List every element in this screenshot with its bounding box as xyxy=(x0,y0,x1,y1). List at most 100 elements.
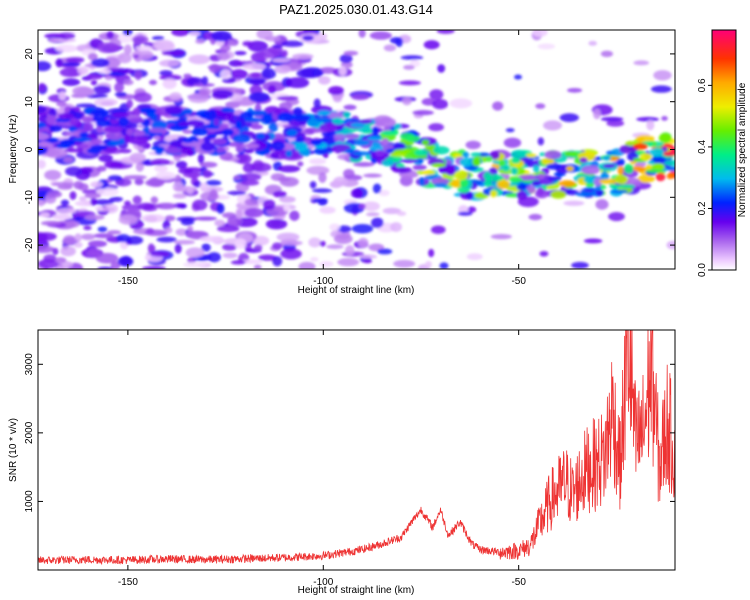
spectrogram-cell xyxy=(207,252,222,263)
spectrogram-ridge-cell xyxy=(421,169,436,176)
spectrogram-cell xyxy=(201,243,211,252)
spectrogram-ridge-cell xyxy=(541,157,555,166)
spectrogram-cell xyxy=(285,77,310,89)
spectrogram-ridge-cell xyxy=(38,127,50,135)
y-tick-label: 3000 xyxy=(24,353,35,376)
spectrogram-ridge-cell xyxy=(610,189,628,194)
spectrogram-cell xyxy=(636,116,660,122)
spectrogram-ridge-cell xyxy=(128,135,149,145)
spectrogram-cell xyxy=(372,183,382,194)
spectrogram-cell xyxy=(393,259,416,268)
spectrogram-cell xyxy=(583,238,603,244)
spectrogram-cell xyxy=(227,190,247,196)
spectrogram-ridge-cell xyxy=(342,111,351,119)
x-tick-label: -50 xyxy=(511,276,526,287)
spectrogram-cell xyxy=(353,162,375,167)
spectrogram-ridge-cell xyxy=(208,124,220,129)
spectrogram-ridge-cell xyxy=(83,122,94,132)
spectrogram-ridge-cell xyxy=(118,116,129,127)
spectrogram-cell xyxy=(402,97,412,106)
spectrogram-ridge-cell xyxy=(599,178,619,184)
spectrogram-cell xyxy=(505,128,515,133)
spectrogram-ridge-cell xyxy=(462,151,470,158)
spectrogram-cell xyxy=(58,91,67,101)
spectrogram-ridge-cell xyxy=(38,132,49,141)
spectrogram-cell xyxy=(595,199,609,210)
spectrogram-cell xyxy=(428,248,435,258)
spectrogram-cell xyxy=(383,44,397,52)
spectrogram-cell xyxy=(135,45,153,52)
spectrogram-cell xyxy=(398,80,421,86)
spectrogram-ridge-cell xyxy=(459,178,469,188)
spectrogram-cell xyxy=(96,165,107,172)
spectrogram-cell xyxy=(363,173,382,178)
spectrogram-ridge-cell xyxy=(511,157,521,164)
spectrogram-ridge-cell xyxy=(350,122,365,128)
spectrogram-cell xyxy=(267,84,277,94)
spectrogram-ridge-cell xyxy=(63,132,78,137)
spectrogram-ridge-cell xyxy=(414,149,429,157)
spectrogram-ridge-cell xyxy=(418,176,425,186)
spectrogram-cell xyxy=(84,192,102,199)
spectrogram-cell xyxy=(57,32,76,40)
spectrogram-ridge-cell xyxy=(207,134,218,139)
spectrogram-ridge-cell xyxy=(416,158,424,164)
spectrogram-ridge-cell xyxy=(395,163,405,168)
spectrogram-cell xyxy=(199,90,209,96)
spectrogram-cell xyxy=(65,57,85,64)
spectrogram-ridge-cell xyxy=(72,137,92,142)
spectrogram-cell xyxy=(217,52,230,61)
spectrogram-cell xyxy=(318,67,337,74)
spectrogram-ridge-cell xyxy=(353,139,371,146)
spectrogram-cell xyxy=(329,223,341,231)
spectrogram-cell xyxy=(343,50,359,56)
spectrogram-cell xyxy=(490,234,512,240)
spectrogram-cell xyxy=(633,60,650,66)
spectrogram-cell xyxy=(369,31,392,40)
spectrogram-cell xyxy=(186,186,194,195)
spectrogram-cell xyxy=(65,220,80,228)
spectrogram-cell xyxy=(55,44,78,53)
spectrogram-ridge-cell xyxy=(221,128,234,137)
spectrogram-cell xyxy=(280,240,303,246)
spectrogram-cell xyxy=(98,154,114,163)
bottom-x-axis-label: Height of straight line (km) xyxy=(298,585,415,596)
spectrogram-cell xyxy=(52,213,72,221)
spectrogram-cell xyxy=(222,252,238,259)
spectrogram-ridge-cell xyxy=(509,176,523,183)
spectrogram-cell xyxy=(539,250,549,257)
spectrogram-cell xyxy=(272,242,283,250)
spectrogram-cell xyxy=(90,181,103,188)
spectrogram-cell xyxy=(390,222,403,232)
spectrogram-ridge-cell xyxy=(358,119,373,124)
spectrogram-cell xyxy=(63,156,74,163)
spectrogram-cell xyxy=(532,30,548,37)
spectrogram-cell xyxy=(350,188,363,199)
spectrogram-cell xyxy=(357,237,369,248)
spectrogram-cell xyxy=(528,213,543,221)
spectrogram-ridge-cell xyxy=(393,148,411,154)
spectrogram-ridge-cell xyxy=(472,156,481,167)
spectrogram-ridge-cell xyxy=(165,105,183,115)
spectrogram-cell xyxy=(537,137,545,146)
spectrogram-cell xyxy=(148,79,157,86)
spectrogram-cell xyxy=(318,172,327,183)
spectrogram-ridge-cell xyxy=(38,105,47,114)
spectrogram-cell xyxy=(38,159,46,169)
spectrogram-ridge-cell xyxy=(452,153,462,158)
spectrogram-ridge-cell xyxy=(154,148,164,155)
spectrogram-cell xyxy=(212,89,234,99)
spectrogram-cell xyxy=(588,40,597,46)
spectrogram-ridge-cell xyxy=(400,132,415,141)
spectrogram-ridge-cell xyxy=(107,130,123,141)
spectrogram-ridge-cell xyxy=(583,176,595,184)
spectrogram-cell xyxy=(220,69,232,80)
spectrogram-cell xyxy=(162,78,177,90)
spectrogram-cell xyxy=(250,72,261,78)
spectrogram-ridge-cell xyxy=(645,168,664,174)
spectrogram-cell xyxy=(270,220,282,227)
spectrogram-cell xyxy=(106,59,119,65)
spectrogram-ridge-cell xyxy=(182,129,193,134)
spectrogram-cell xyxy=(338,66,347,76)
colorbar-tick-label: 0.4 xyxy=(697,140,708,154)
